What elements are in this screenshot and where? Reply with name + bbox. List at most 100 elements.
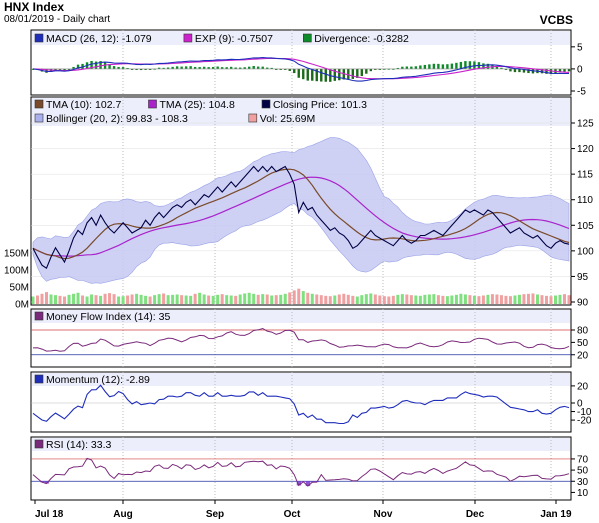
rsi-legend-band: [32, 438, 570, 451]
rsi-legend-label: RSI (14): 33.3: [46, 439, 112, 451]
macd-divergence-bar: [482, 63, 485, 69]
macd-divergence-bar: [202, 66, 206, 69]
macd-divergence-bar: [266, 67, 269, 69]
volume-bar: [454, 294, 458, 304]
volume-bar: [346, 294, 350, 304]
volume-bar: [202, 294, 206, 304]
volume-bar: [220, 294, 224, 304]
volume-tick-label: 100M: [4, 266, 29, 277]
macd-divergence-bar: [509, 68, 512, 72]
volume-bar: [342, 293, 346, 304]
volume-bar: [558, 294, 562, 304]
price-axis-tick-label: 110: [577, 195, 593, 206]
volume-bar: [180, 295, 184, 304]
volume-bar: [459, 293, 463, 304]
volume-bar: [229, 295, 233, 304]
macd-divergence-bar: [392, 68, 395, 70]
volume-bar: [432, 294, 436, 304]
closing-price-line: [32, 165, 570, 270]
macd-divergence-bar: [257, 66, 260, 69]
volume-bar: [364, 294, 368, 304]
macd-legend-swatch: [183, 33, 193, 43]
macd-divergence-bar: [144, 68, 147, 70]
symbol-label: VCBS: [539, 13, 573, 27]
volume-bar: [333, 295, 337, 304]
macd-axis-tick-label: 5: [577, 42, 583, 53]
mfi-line: [32, 327, 570, 352]
volume-bar: [540, 295, 544, 304]
chart-subtitle: 08/01/2019 - Daily chart: [4, 14, 111, 25]
macd-divergence-bar: [67, 68, 71, 70]
macd-divergence-bar: [495, 66, 499, 69]
volume-tick-label: 150M: [4, 249, 29, 260]
volume-bar: [31, 296, 35, 304]
macd-divergence-bar: [279, 68, 282, 70]
macd-divergence-bar: [166, 67, 170, 69]
macd-divergence-bar: [261, 66, 264, 69]
volume-bar: [517, 294, 521, 304]
volume-bar: [504, 295, 508, 304]
macd-divergence-bar: [193, 66, 197, 69]
macd-divergence-bar: [94, 61, 98, 69]
macd-divergence-bar: [455, 62, 458, 69]
macd-divergence-bar: [320, 68, 323, 82]
mfi-legend-label: Money Flow Index (14): 35: [46, 311, 170, 323]
volume-bar: [351, 295, 355, 304]
volume-bar: [148, 296, 152, 304]
volume-bar: [252, 293, 256, 304]
volume-bar: [225, 295, 229, 304]
macd-divergence-bar: [365, 68, 368, 74]
macd-divergence-bar: [486, 63, 490, 69]
volume-bar: [274, 295, 278, 304]
volume-bar: [319, 295, 323, 304]
volume-bar: [468, 295, 472, 304]
volume-tick-label: 50M: [10, 283, 29, 294]
macd-legend-swatch: [34, 33, 44, 43]
macd-divergence-bar: [270, 67, 273, 69]
macd-divergence-bar: [148, 68, 152, 70]
chart-title: HNX Index: [4, 0, 65, 14]
macd-divergence-bar: [378, 68, 382, 70]
macd-divergence-bar: [284, 68, 287, 70]
volume-bar: [247, 292, 251, 304]
macd-divergence-bar: [99, 61, 102, 69]
volume-bar: [121, 296, 125, 304]
price-legend-label: Vol: 25.69M: [260, 113, 315, 125]
volume-bar: [445, 296, 449, 304]
volume-bar: [171, 294, 175, 304]
macd-legend-label: EXP (9): -0.7507: [195, 33, 273, 45]
macd-legend-swatch: [302, 33, 312, 43]
macd-divergence-bar: [410, 66, 413, 69]
mfi-legend-band: [32, 310, 570, 323]
volume-bar: [405, 294, 409, 304]
macd-divergence-bar: [297, 68, 300, 78]
volume-bar: [481, 295, 485, 304]
macd-divergence-bar: [527, 68, 530, 74]
volume-bar: [175, 294, 179, 304]
volume-bar: [256, 294, 260, 304]
volume-bar: [297, 288, 301, 304]
volume-bar: [490, 294, 494, 304]
volume-bar: [526, 293, 530, 304]
rsi-oversold-fill: [44, 481, 49, 484]
macd-divergence-bar: [567, 68, 571, 72]
bollinger-band: [32, 137, 570, 284]
mfi-axis-tick-label: 20: [577, 350, 589, 361]
macd-divergence-bar: [121, 67, 125, 69]
volume-bar: [189, 295, 193, 304]
macd-divergence-bar: [112, 66, 116, 69]
rsi-legend-swatch: [34, 439, 44, 449]
macd-divergence-bar: [220, 67, 224, 69]
volume-bar: [126, 295, 130, 304]
macd-axis-tick-label: 0: [577, 64, 583, 75]
macd-divergence-bar: [504, 68, 508, 70]
volume-tick-label: 0M: [15, 300, 29, 311]
price-axis-tick-label: 115: [577, 170, 593, 181]
macd-divergence-bar: [545, 68, 548, 74]
x-axis-tick-label: Jan 19: [540, 509, 572, 520]
volume-bar: [193, 293, 197, 304]
macd-legend-label: Divergence: -0.3282: [314, 33, 409, 45]
tma25-line: [32, 176, 570, 257]
volume-bar: [184, 295, 188, 304]
macd-divergence-bar: [130, 68, 134, 70]
